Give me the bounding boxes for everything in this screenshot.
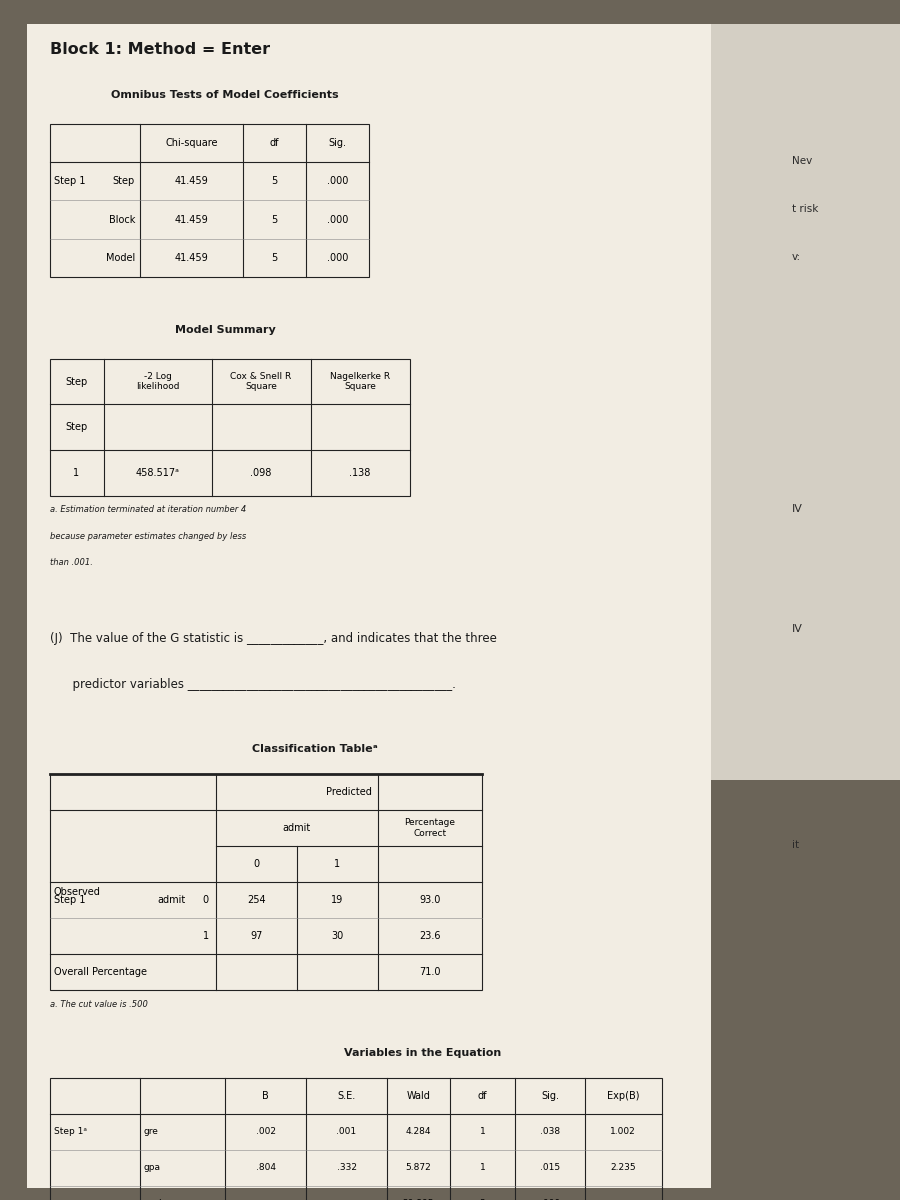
Text: 1.002: 1.002	[610, 1127, 636, 1136]
Text: 254: 254	[248, 895, 266, 905]
Text: Step: Step	[66, 377, 87, 386]
Text: 1: 1	[202, 931, 209, 941]
Text: Block: Block	[109, 215, 135, 224]
Text: .002: .002	[256, 1127, 275, 1136]
Text: Step 1ᵃ: Step 1ᵃ	[54, 1127, 87, 1136]
Text: Percentage
Correct: Percentage Correct	[404, 818, 455, 838]
Text: 0: 0	[254, 859, 259, 869]
Text: S.E.: S.E.	[338, 1091, 356, 1100]
Text: Step: Step	[112, 176, 135, 186]
Bar	[50, 774, 482, 990]
Text: 1: 1	[74, 468, 79, 478]
Text: 93.0: 93.0	[419, 895, 440, 905]
Text: gre: gre	[144, 1127, 159, 1136]
Text: .804: .804	[256, 1163, 275, 1172]
Text: Nagelkerke R
Square: Nagelkerke R Square	[330, 372, 390, 391]
Text: df: df	[478, 1091, 487, 1100]
Text: 5: 5	[272, 215, 277, 224]
Text: Model: Model	[106, 253, 135, 263]
Text: 41.459: 41.459	[175, 215, 208, 224]
Text: admit: admit	[158, 895, 185, 905]
Text: Step 1: Step 1	[54, 895, 86, 905]
Bar	[50, 124, 369, 277]
Text: 1: 1	[480, 1127, 485, 1136]
Text: .015: .015	[540, 1163, 560, 1172]
Text: df: df	[270, 138, 279, 148]
Text: Predicted: Predicted	[326, 787, 372, 797]
Text: 5.872: 5.872	[406, 1163, 431, 1172]
Text: 5: 5	[272, 176, 277, 186]
Text: 41.459: 41.459	[175, 253, 208, 263]
Text: Wald: Wald	[407, 1091, 430, 1100]
Text: 41.459: 41.459	[175, 176, 208, 186]
Text: Overall Percentage: Overall Percentage	[54, 967, 147, 977]
Text: Omnibus Tests of Model Coefficients: Omnibus Tests of Model Coefficients	[112, 90, 338, 100]
Text: 1: 1	[480, 1163, 485, 1172]
Text: 0: 0	[202, 895, 209, 905]
Text: a. The cut value is .500: a. The cut value is .500	[50, 1000, 148, 1008]
Text: 97: 97	[250, 931, 263, 941]
Text: .001: .001	[337, 1127, 356, 1136]
Text: 5: 5	[272, 253, 277, 263]
Text: Model Summary: Model Summary	[175, 325, 275, 335]
Text: 458.517ᵃ: 458.517ᵃ	[136, 468, 179, 478]
Text: Sig.: Sig.	[328, 138, 346, 148]
Text: .138: .138	[349, 468, 371, 478]
Text: v:: v:	[792, 252, 801, 262]
Bar	[50, 1078, 662, 1200]
Text: 30: 30	[331, 931, 344, 941]
Text: 1: 1	[335, 859, 340, 869]
Text: because parameter estimates changed by less: because parameter estimates changed by l…	[50, 532, 246, 540]
Text: t risk: t risk	[792, 204, 818, 214]
Text: 2.235: 2.235	[610, 1163, 636, 1172]
Text: a. Estimation terminated at iteration number 4: a. Estimation terminated at iteration nu…	[50, 505, 246, 514]
Text: .000: .000	[327, 253, 348, 263]
Text: Sig.: Sig.	[541, 1091, 559, 1100]
Text: Exp(B): Exp(B)	[607, 1091, 640, 1100]
Text: Step: Step	[66, 422, 87, 432]
Text: Observed: Observed	[54, 888, 101, 898]
Text: Cox & Snell R
Square: Cox & Snell R Square	[230, 372, 292, 391]
Text: .038: .038	[540, 1127, 560, 1136]
Text: Step 1: Step 1	[54, 176, 86, 186]
Text: gpa: gpa	[144, 1163, 161, 1172]
Text: predictor variables _____________________________________________.: predictor variables ____________________…	[50, 678, 455, 691]
Text: -2 Log
likelihood: -2 Log likelihood	[136, 372, 179, 391]
Text: IV: IV	[792, 504, 803, 514]
Text: .000: .000	[327, 176, 348, 186]
FancyBboxPatch shape	[711, 24, 900, 780]
Text: Classification Tableᵃ: Classification Tableᵃ	[252, 744, 378, 754]
Text: Chi-square: Chi-square	[165, 138, 218, 148]
Text: Variables in the Equation: Variables in the Equation	[345, 1048, 501, 1057]
Text: .098: .098	[250, 468, 272, 478]
Text: it: it	[792, 840, 799, 850]
Text: 4.284: 4.284	[406, 1127, 431, 1136]
Text: Nev: Nev	[792, 156, 812, 166]
Text: B: B	[262, 1091, 269, 1100]
Text: Block 1: Method = Enter: Block 1: Method = Enter	[50, 42, 270, 56]
Text: IV: IV	[792, 624, 803, 634]
Text: than .001.: than .001.	[50, 558, 93, 568]
Text: (J)  The value of the G statistic is _____________, and indicates that the three: (J) The value of the G statistic is ____…	[50, 632, 497, 646]
Text: .332: .332	[337, 1163, 356, 1172]
Bar	[50, 359, 410, 496]
Text: admit: admit	[283, 823, 311, 833]
Text: 23.6: 23.6	[419, 931, 440, 941]
Text: .000: .000	[327, 215, 348, 224]
Text: 19: 19	[331, 895, 344, 905]
Text: 71.0: 71.0	[419, 967, 440, 977]
FancyBboxPatch shape	[27, 24, 711, 1188]
